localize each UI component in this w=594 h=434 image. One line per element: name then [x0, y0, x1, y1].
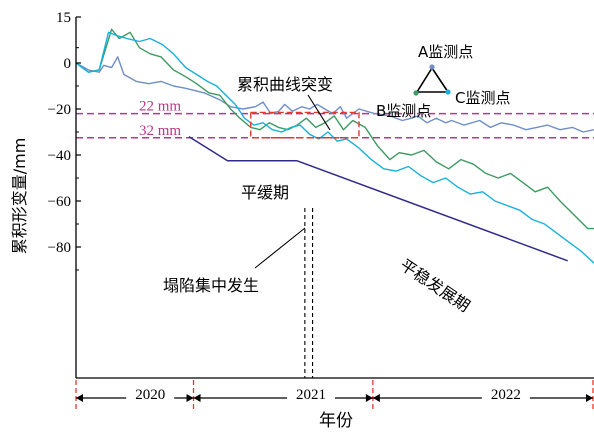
legend-marker-b	[413, 90, 419, 96]
y-tick-label: −60	[48, 194, 71, 210]
sudden-change-box	[250, 111, 360, 139]
annotation-stable-period: 平稳发展期	[397, 255, 474, 315]
y-axis-label: 累积形变量/mm	[10, 138, 29, 255]
legend-label-b: B监测点	[376, 102, 431, 120]
x-axis-label: 年份	[319, 411, 353, 431]
sudden-change-pointer	[307, 94, 331, 131]
legend-marker-a	[429, 64, 435, 70]
annotation-slow-period: 平缓期	[241, 183, 289, 202]
year-arrow-right	[586, 394, 593, 402]
y-tick-label: 0	[64, 56, 72, 72]
series-line-a	[75, 56, 594, 133]
year-arrow-left	[372, 394, 380, 402]
annotation-sudden-change: 累积曲线突变	[237, 75, 333, 94]
year-label-bg	[287, 386, 336, 403]
annotation-layer	[250, 94, 360, 378]
legend-label-a: A监测点	[418, 43, 473, 61]
collapse-pointer	[254, 227, 306, 269]
year-label: 2021	[296, 387, 326, 403]
year-arrow-right	[365, 394, 373, 402]
year-arrow-right	[186, 394, 194, 402]
annotation-collapse: 塌陷集中发生	[163, 276, 259, 295]
threshold-layer: 22 mm 32 mm	[76, 99, 594, 139]
y-tick-label: −40	[48, 148, 71, 164]
legend-label-c: C监测点	[455, 89, 510, 107]
axes-layer: 15 0 −20 −40 −60 −80 2020 2021 2022	[48, 10, 594, 411]
series-line-c	[75, 31, 594, 264]
threshold-label: 22 mm	[139, 99, 181, 115]
y-tick-label: −20	[48, 102, 71, 118]
y-tick-label: −80	[48, 240, 71, 256]
year-label: 2022	[491, 387, 521, 403]
y-tick-label: 15	[56, 10, 71, 26]
legend: A监测点 B监测点 C监测点	[376, 43, 510, 120]
series-layer	[75, 28, 594, 264]
threshold-label: 32 mm	[139, 123, 181, 139]
series-line-trend	[188, 135, 568, 262]
year-arrow-left	[193, 394, 201, 402]
legend-triangle	[415, 66, 450, 93]
legend-marker-c	[445, 89, 451, 95]
year-label-bg	[481, 386, 530, 403]
year-label: 2020	[135, 387, 165, 403]
year-label-bg	[126, 386, 175, 403]
year-arrow-left	[76, 394, 83, 402]
